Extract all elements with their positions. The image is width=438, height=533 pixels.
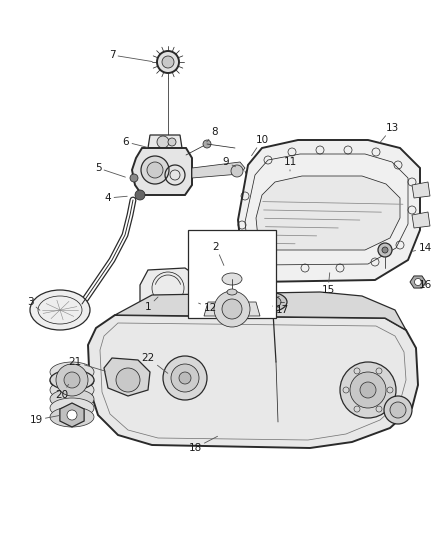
Ellipse shape bbox=[227, 289, 237, 295]
Text: 6: 6 bbox=[123, 137, 147, 147]
Polygon shape bbox=[256, 176, 400, 250]
Polygon shape bbox=[238, 140, 420, 282]
Text: 18: 18 bbox=[188, 437, 218, 453]
Polygon shape bbox=[88, 315, 418, 448]
Text: 2: 2 bbox=[213, 242, 224, 265]
Circle shape bbox=[168, 138, 176, 146]
Text: 5: 5 bbox=[95, 163, 125, 177]
Circle shape bbox=[382, 247, 388, 253]
Ellipse shape bbox=[50, 398, 94, 418]
Ellipse shape bbox=[249, 292, 287, 312]
Circle shape bbox=[203, 140, 211, 148]
Text: 17: 17 bbox=[272, 305, 289, 315]
Text: 19: 19 bbox=[29, 415, 59, 425]
Circle shape bbox=[162, 56, 174, 68]
Polygon shape bbox=[115, 292, 406, 330]
Polygon shape bbox=[189, 294, 201, 306]
Circle shape bbox=[135, 190, 145, 200]
Polygon shape bbox=[104, 358, 150, 396]
Polygon shape bbox=[410, 276, 426, 288]
Circle shape bbox=[56, 364, 88, 396]
Text: 22: 22 bbox=[141, 353, 168, 373]
Circle shape bbox=[414, 279, 421, 286]
Text: 3: 3 bbox=[27, 297, 40, 310]
Circle shape bbox=[163, 356, 207, 400]
Polygon shape bbox=[140, 268, 198, 308]
Polygon shape bbox=[148, 135, 182, 148]
Polygon shape bbox=[192, 162, 245, 178]
Circle shape bbox=[350, 372, 386, 408]
Polygon shape bbox=[132, 148, 192, 195]
Polygon shape bbox=[412, 212, 430, 228]
Ellipse shape bbox=[50, 407, 94, 427]
Circle shape bbox=[378, 243, 392, 257]
Text: 21: 21 bbox=[68, 357, 106, 371]
Circle shape bbox=[141, 156, 169, 184]
Circle shape bbox=[222, 299, 242, 319]
Ellipse shape bbox=[50, 362, 94, 382]
Text: 16: 16 bbox=[418, 280, 431, 290]
Circle shape bbox=[261, 295, 275, 309]
Circle shape bbox=[171, 364, 199, 392]
Ellipse shape bbox=[30, 290, 90, 330]
Ellipse shape bbox=[50, 389, 94, 409]
Text: 20: 20 bbox=[56, 384, 69, 400]
Ellipse shape bbox=[50, 380, 94, 400]
Circle shape bbox=[384, 396, 412, 424]
Ellipse shape bbox=[255, 295, 281, 309]
Circle shape bbox=[179, 372, 191, 384]
Text: 12: 12 bbox=[198, 303, 217, 313]
Text: 13: 13 bbox=[380, 123, 399, 143]
Bar bbox=[188, 230, 276, 318]
Circle shape bbox=[231, 165, 243, 177]
Circle shape bbox=[287, 166, 297, 176]
Circle shape bbox=[116, 368, 140, 392]
Text: 7: 7 bbox=[109, 50, 152, 61]
Text: 14: 14 bbox=[413, 243, 431, 253]
Circle shape bbox=[147, 162, 163, 178]
Ellipse shape bbox=[222, 273, 242, 285]
Polygon shape bbox=[204, 302, 260, 316]
Ellipse shape bbox=[50, 371, 94, 391]
Text: 8: 8 bbox=[207, 127, 218, 142]
Polygon shape bbox=[60, 403, 84, 427]
Circle shape bbox=[214, 291, 250, 327]
Text: 11: 11 bbox=[283, 157, 297, 171]
Text: 10: 10 bbox=[251, 135, 268, 156]
Circle shape bbox=[157, 51, 179, 73]
Text: 1: 1 bbox=[145, 297, 158, 312]
Polygon shape bbox=[412, 182, 430, 198]
Circle shape bbox=[64, 372, 80, 388]
Circle shape bbox=[130, 174, 138, 182]
Text: 15: 15 bbox=[321, 273, 335, 295]
Circle shape bbox=[360, 382, 376, 398]
Ellipse shape bbox=[50, 370, 94, 390]
Circle shape bbox=[157, 136, 169, 148]
Circle shape bbox=[67, 410, 77, 420]
Text: 9: 9 bbox=[223, 157, 236, 167]
Text: 4: 4 bbox=[105, 193, 127, 203]
Circle shape bbox=[340, 362, 396, 418]
Circle shape bbox=[390, 402, 406, 418]
